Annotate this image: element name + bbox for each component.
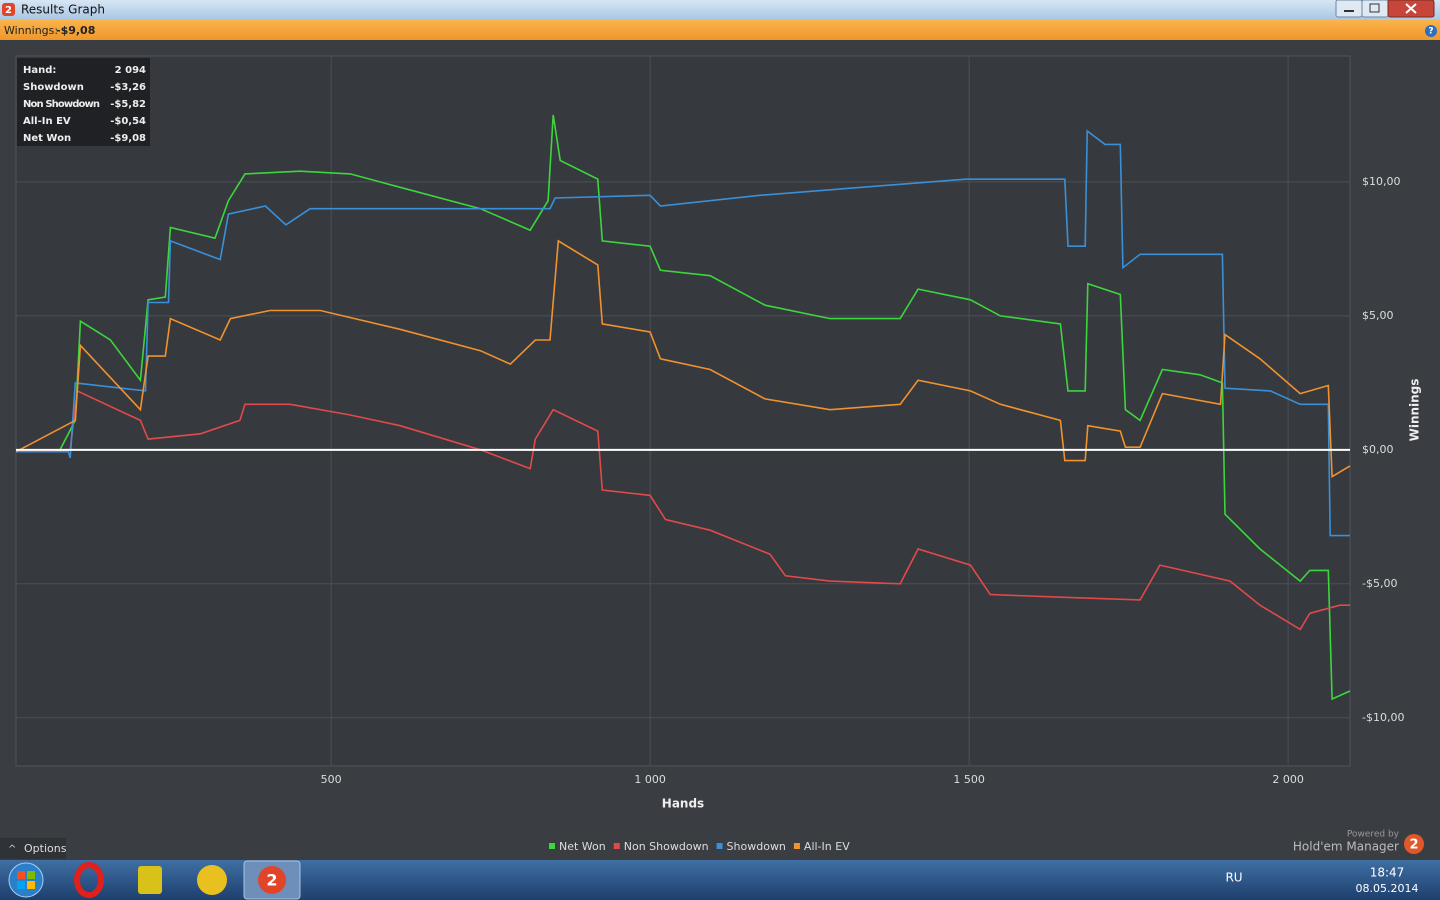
winnings-value: -$9,08 — [56, 24, 95, 37]
y-axis-label: Winnings — [1408, 379, 1422, 442]
tooltip-value: -$9,08 — [110, 133, 146, 144]
start-logo — [27, 881, 35, 889]
tooltip-key: All-In EV — [23, 116, 71, 127]
help-glyph: ? — [1428, 27, 1433, 37]
series-line — [15, 239, 1351, 478]
hm-icon — [258, 866, 286, 894]
restore-button[interactable] — [1361, 0, 1389, 18]
y-tick-label: $5,00 — [1362, 309, 1394, 322]
start-button[interactable] — [8, 862, 44, 898]
legend-swatch — [716, 843, 723, 849]
y-tick-label: $10,00 — [1362, 175, 1401, 188]
plot — [15, 56, 1351, 766]
y-tick-label: -$10,00 — [1362, 711, 1404, 724]
app-icon-taskbar[interactable] — [197, 865, 227, 895]
taskbar — [0, 860, 1440, 900]
tooltip-value: -$0,54 — [110, 116, 146, 127]
options-caret: ^ — [8, 844, 16, 855]
brand-logo-text: 2 — [1409, 838, 1418, 853]
start-logo — [17, 871, 25, 879]
y-tick-label: $0,00 — [1362, 443, 1394, 456]
tooltip-key: Hand: — [23, 65, 56, 76]
legend-label: Net Won — [559, 840, 606, 853]
legend-label: Non Showdown — [624, 840, 709, 853]
tooltip-value: -$3,26 — [110, 82, 146, 93]
restore-glyph — [1369, 3, 1380, 13]
start-logo — [27, 871, 35, 879]
options-label: Options — [24, 842, 67, 855]
tooltip — [17, 58, 150, 146]
app-icon — [2, 3, 15, 16]
window-title: Results Graph — [21, 3, 105, 17]
app-icon-text: 2 — [5, 5, 12, 16]
plot-area — [15, 55, 1351, 767]
legend: Net Won Non Showdown Showdown All-In EV — [549, 840, 850, 853]
info-bar — [0, 20, 1440, 40]
x-tick-label: 2 000 — [1272, 773, 1304, 786]
x-tick-label: 500 — [321, 773, 342, 786]
series-line — [15, 114, 1351, 701]
legend-label: Showdown — [727, 840, 786, 853]
x-tick-label: 1 500 — [953, 773, 985, 786]
tooltip-key: Showdown — [23, 82, 84, 93]
powered-by: Powered by — [1347, 830, 1400, 840]
brand: Hold'em Manager — [1293, 840, 1399, 854]
opera-icon[interactable] — [74, 862, 104, 898]
series-line — [16, 129, 1350, 537]
clock-date[interactable]: 08.05.2014 — [1356, 882, 1419, 895]
title-bar — [0, 0, 1440, 20]
hm-icon-text: 2 — [266, 871, 277, 890]
minimize-glyph — [1344, 10, 1354, 12]
brand-logo — [1404, 834, 1424, 854]
language[interactable]: RU — [1225, 871, 1242, 885]
minimize-button[interactable] — [1335, 0, 1363, 18]
legend-swatch — [613, 843, 620, 849]
app-icon-taskbar[interactable] — [138, 866, 162, 894]
legend-swatch — [549, 843, 555, 849]
tooltip-key: Non Showdown — [23, 99, 100, 110]
x-axis-label: Hands — [662, 797, 704, 811]
help-button[interactable] — [1425, 25, 1437, 37]
legend-label: All-In EV — [804, 840, 850, 853]
options-button[interactable] — [0, 838, 66, 859]
series-line — [15, 389, 1350, 631]
start-logo — [17, 881, 25, 889]
tooltip-value: -$5,82 — [110, 99, 146, 110]
legend-swatch — [793, 843, 800, 849]
x-tick-label: 1 000 — [634, 773, 666, 786]
tooltip-value: 2 094 — [115, 65, 146, 76]
winnings-label: Winnings: — [4, 24, 58, 37]
tooltip-key: Net Won — [23, 133, 71, 144]
tooltip-rows: Hand: 2 094 Showdown -$3,26 Non Showdown -$5,… — [23, 65, 146, 144]
clock-time[interactable]: 18:47 — [1370, 866, 1405, 880]
close-glyph — [1405, 3, 1417, 14]
y-tick-label: -$5,00 — [1362, 577, 1397, 590]
